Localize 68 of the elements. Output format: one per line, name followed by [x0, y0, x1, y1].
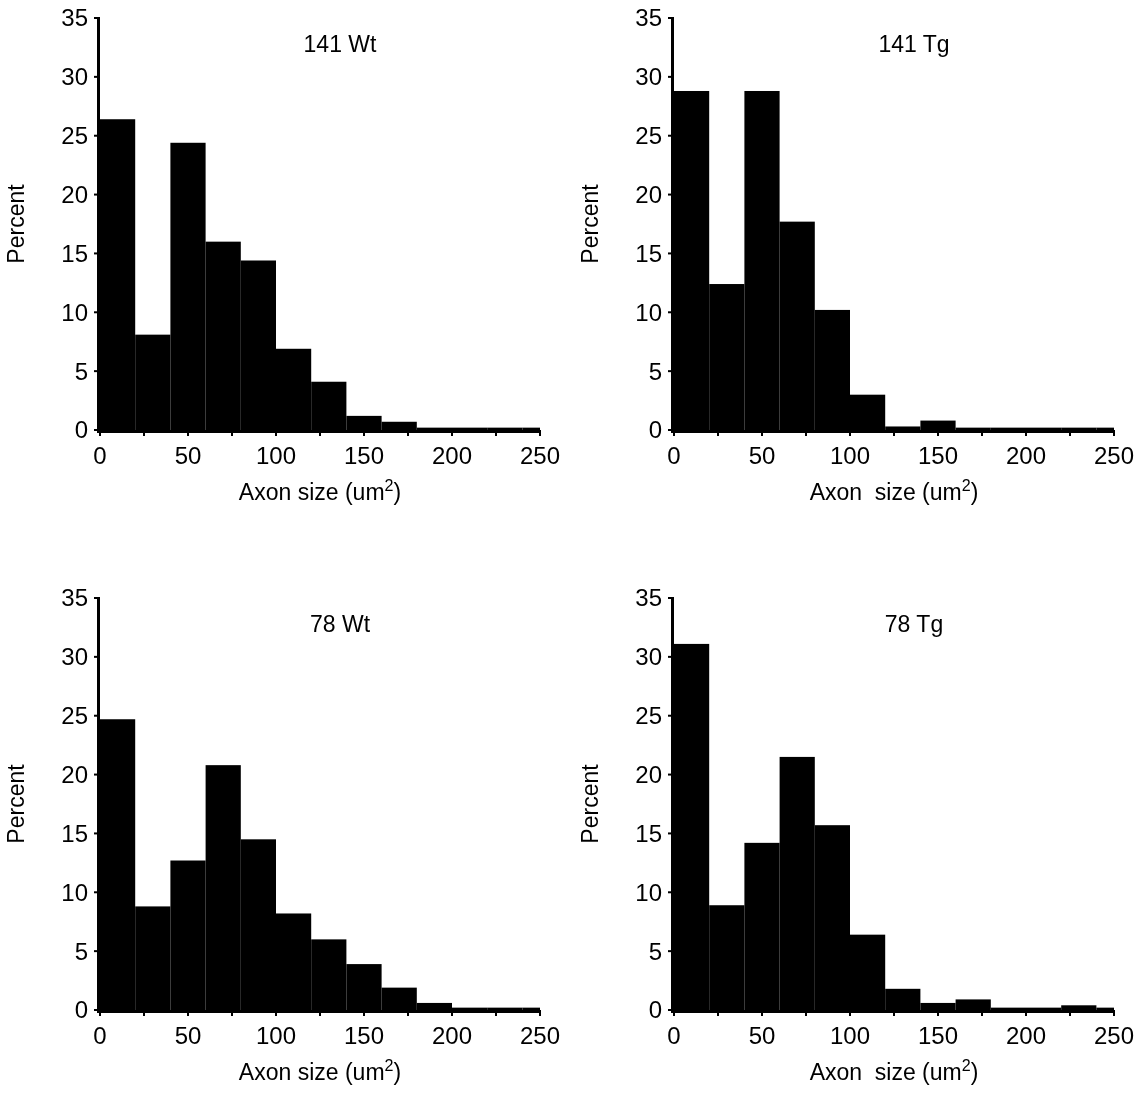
- y-tick-label: 35: [635, 584, 662, 612]
- y-tick-label: 20: [61, 760, 88, 788]
- y-tick-label: 30: [61, 63, 88, 91]
- x-tick-label: 100: [255, 442, 297, 469]
- x-tick-label: 0: [93, 1022, 107, 1049]
- x-tick-label: 50: [174, 1022, 202, 1049]
- y-tick-label: 5: [74, 937, 88, 965]
- x-axis-title: Axon size (um$^{2}$): [238, 1056, 402, 1085]
- x-tick-label: 100: [829, 442, 871, 469]
- x-tick-label: 250: [519, 442, 561, 469]
- y-tick-label: 35: [61, 4, 88, 32]
- x-tick-label: 250: [1093, 1022, 1135, 1049]
- y-axis-title: Percent: [577, 763, 603, 844]
- x-axis-title: Axon size (um$^{2}$): [238, 476, 402, 505]
- y-tick-label: 20: [635, 760, 662, 788]
- y-tick-label: 0: [648, 996, 662, 1024]
- x-tick-label: 100: [829, 1022, 871, 1049]
- y-tick-label: 25: [635, 702, 662, 730]
- text: 78 Tg: [884, 611, 944, 637]
- text: 141 Wt: [303, 31, 378, 57]
- y-tick-label: 0: [648, 416, 662, 444]
- y-tick-label: 30: [635, 63, 662, 91]
- y-tick-label: 10: [61, 878, 88, 906]
- y-axis-title: Percent: [577, 183, 603, 264]
- x-tick-label: 200: [431, 1022, 473, 1049]
- y-tick-label: 25: [635, 122, 662, 150]
- x-tick-label: 0: [667, 1022, 681, 1049]
- x-tick-label: 150: [917, 442, 959, 469]
- x-axis-title: Axon size (um$^{2}$): [809, 1056, 979, 1085]
- x-tick-label: 250: [1093, 442, 1135, 469]
- y-tick-label: 35: [61, 584, 88, 612]
- y-axis-title: Percent: [3, 183, 29, 264]
- y-tick-label: 10: [635, 878, 662, 906]
- y-tick-label: 25: [61, 122, 88, 150]
- x-tick-label: 200: [1005, 1022, 1047, 1049]
- y-tick-label: 15: [635, 239, 662, 267]
- y-tick-label: 0: [74, 416, 88, 444]
- x-tick-label: 0: [93, 442, 107, 469]
- y-tick-label: 30: [61, 643, 88, 671]
- y-tick-label: 15: [635, 819, 662, 847]
- y-tick-label: 35: [635, 4, 662, 32]
- y-tick-label: 20: [61, 180, 88, 208]
- text: 141 Tg: [878, 31, 950, 57]
- x-tick-label: 100: [255, 1022, 297, 1049]
- x-tick-label: 200: [1005, 442, 1047, 469]
- x-tick-label: 200: [431, 442, 473, 469]
- y-tick-label: 0: [74, 996, 88, 1024]
- y-tick-label: 15: [61, 239, 88, 267]
- x-tick-label: 0: [667, 442, 681, 469]
- y-tick-label: 20: [635, 180, 662, 208]
- y-tick-label: 5: [648, 937, 662, 965]
- y-tick-label: 10: [635, 298, 662, 326]
- y-axis-title: Percent: [3, 763, 29, 844]
- y-tick-label: 30: [635, 643, 662, 671]
- x-tick-label: 50: [174, 442, 202, 469]
- y-tick-label: 5: [74, 357, 88, 385]
- x-tick-label: 50: [748, 442, 776, 469]
- y-tick-label: 10: [61, 298, 88, 326]
- x-tick-label: 50: [748, 1022, 776, 1049]
- x-tick-label: 250: [519, 1022, 561, 1049]
- y-tick-label: 15: [61, 819, 88, 847]
- y-tick-label: 5: [648, 357, 662, 385]
- x-tick-label: 150: [917, 1022, 959, 1049]
- x-axis-title: Axon size (um$^{2}$): [809, 476, 979, 505]
- x-tick-label: 150: [343, 1022, 385, 1049]
- x-tick-label: 150: [343, 442, 385, 469]
- text: 78 Wt: [309, 611, 371, 637]
- y-tick-label: 25: [61, 702, 88, 730]
